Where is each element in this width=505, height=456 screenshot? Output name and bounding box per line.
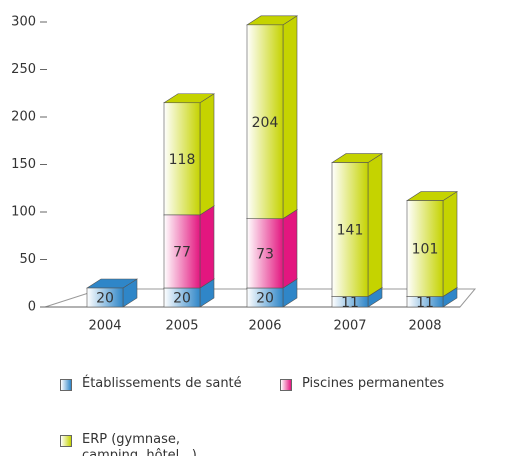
data-label: 141 <box>337 223 364 239</box>
bar <box>331 162 369 297</box>
y-tick-label: 250 <box>11 62 36 77</box>
data-label: 101 <box>412 242 439 258</box>
data-label: 11 <box>341 295 359 311</box>
bar-side <box>199 93 215 216</box>
bar <box>86 287 124 308</box>
x-tick-label: 2005 <box>165 319 198 334</box>
data-label: 73 <box>256 246 274 262</box>
y-tick-label: 150 <box>11 157 36 172</box>
bar <box>163 214 201 289</box>
x-tick-label: 2007 <box>333 319 366 334</box>
data-label: 118 <box>169 152 196 168</box>
legend-item: Piscines permanentes <box>280 376 505 392</box>
y-tick-label: 300 <box>11 15 36 30</box>
x-tick-label: 2006 <box>248 319 281 334</box>
bar <box>163 102 201 216</box>
y-tick-label: 200 <box>11 110 36 125</box>
bar <box>406 200 444 297</box>
legend-label: Établissements de santé <box>82 376 242 391</box>
y-tick-label: 0 <box>28 300 36 315</box>
chart: 0 50 100 150 200 250 300 2004 20 2005 20 77 118 2006 2… <box>11 15 477 334</box>
bar <box>246 24 284 219</box>
legend-swatch <box>280 379 292 391</box>
bar-side <box>199 205 215 289</box>
bar-side <box>282 209 298 289</box>
legend-swatch <box>60 435 72 447</box>
legend-label: ERP (gymnase, camping, hôtel...) <box>82 432 197 456</box>
bar-side <box>367 153 383 298</box>
y-tick-label: 50 <box>19 252 36 267</box>
bar-side <box>282 15 298 220</box>
x-tick-label: 2008 <box>408 319 441 334</box>
data-label: 11 <box>416 295 434 311</box>
data-label: 204 <box>252 115 279 131</box>
data-label: 20 <box>173 291 191 307</box>
legend-item: Établissements de santé <box>60 376 290 392</box>
legend-swatch <box>60 379 72 391</box>
data-label: 20 <box>256 291 274 307</box>
data-label: 77 <box>173 244 191 260</box>
bar-side <box>442 191 458 298</box>
x-tick-label: 2004 <box>88 319 121 334</box>
data-label: 20 <box>96 291 114 307</box>
legend-item: ERP (gymnase, camping, hôtel...) <box>60 432 210 456</box>
legend-label: Piscines permanentes <box>302 376 445 391</box>
y-tick-label: 100 <box>11 205 36 220</box>
